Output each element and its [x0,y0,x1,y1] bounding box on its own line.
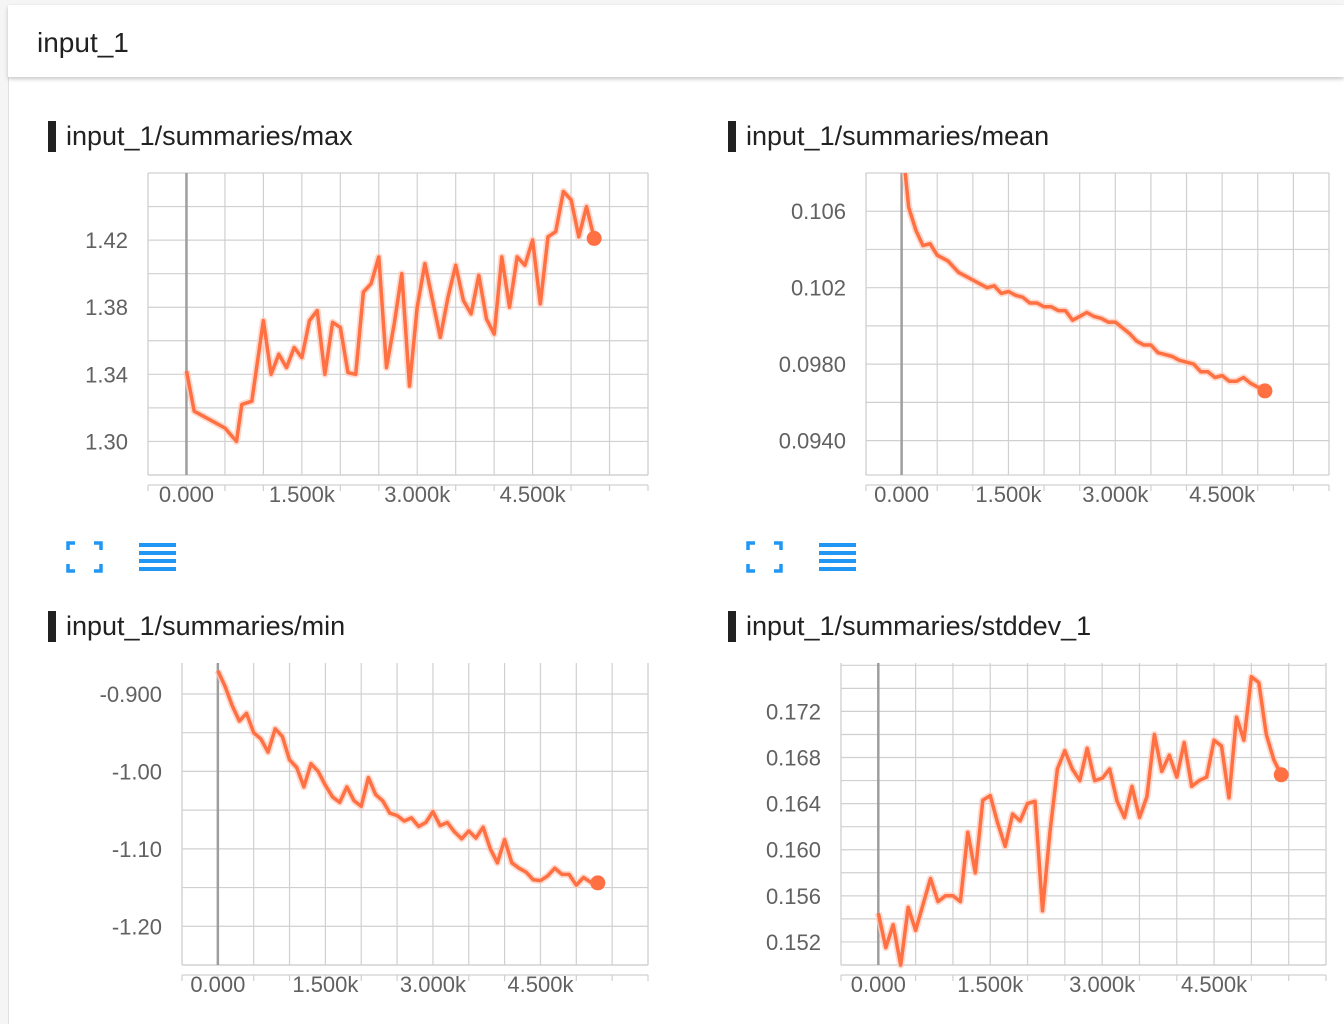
chart-toolbar [746,541,856,573]
chart-card-max: input_1/summaries/max 0.000 1.500k 3.000k 4… [48,119,668,589]
y-tick-label: 0.152 [766,930,821,955]
x-tick-label: 3.000k [1082,482,1149,507]
y-tick-label: -1.20 [112,914,162,939]
y-tick-label: 0.0980 [779,352,846,377]
x-tick-label: 0.000 [874,482,929,507]
line-chart-max[interactable]: 0.000 1.500k 3.000k 4.500k 1.42 1.38 1.34 1.30 [48,165,668,525]
y-tick-label: 0.102 [791,276,846,301]
x-axis-ticks [840,974,1327,981]
x-tick-label: 1.500k [975,482,1042,507]
series-last-point [1273,767,1289,783]
series-line [216,669,598,887]
x-axis-ticks [147,484,649,491]
y-tick-label: -1.10 [112,837,162,862]
x-tick-label: 3.000k [1069,972,1136,997]
x-axis-ticks [865,484,1330,491]
y-tick-label: 1.34 [85,362,128,387]
y-tick-label: 1.38 [85,295,128,320]
x-tick-label: 0.000 [190,972,245,997]
title-bar-mark [48,610,56,642]
y-tick-label: 0.164 [766,792,821,817]
chart-title-text: input_1/summaries/max [66,120,353,151]
chart-title: input_1/summaries/stddev_1 [728,609,1091,643]
charts-pane [8,77,1344,1024]
line-chart-mean[interactable]: 0.000 1.500k 3.000k 4.500k 0.106 0.102 0.0980 0… [728,165,1330,525]
fit-domain-icon[interactable] [746,541,783,573]
chart-toolbar [66,541,176,573]
line-chart-stddev[interactable]: 0.000 1.500k 3.000k 4.500k 0.172 0.168 0.164 0.… [728,655,1328,1015]
raw-series-line [901,172,1267,394]
chart-grid [181,663,649,966]
title-bar-mark [48,120,56,152]
series-last-point [590,875,606,891]
title-bar-mark [728,610,736,642]
series-last-point [1257,383,1273,399]
x-tick-label: 3.000k [384,482,451,507]
chart-title: input_1/summaries/min [48,609,345,643]
x-tick-label: 1.500k [269,482,336,507]
chart-card-min: input_1/summaries/min 0.000 1.500k 3.000k 4… [48,609,668,1019]
line-chart-min[interactable]: 0.000 1.500k 3.000k 4.500k -0.900 -1.00 -1.10 -… [48,655,668,1015]
x-tick-label: 4.500k [1181,972,1248,997]
x-axis-ticks [181,974,649,981]
chart-grid [865,172,1330,476]
x-tick-label: 0.000 [159,482,214,507]
x-tick-label: 4.500k [507,972,574,997]
y-tick-label: 0.168 [766,746,821,771]
chart-title: input_1/summaries/max [48,119,353,153]
series-line [876,675,1283,967]
group-title: input_1 [37,27,129,58]
chart-title-text: input_1/summaries/mean [746,120,1050,151]
y-tick-label: 0.106 [791,199,846,224]
y-tick-label: 0.160 [766,838,821,863]
chart-card-stddev: input_1/summaries/stddev_1 0.000 1.500k 3.… [728,609,1328,1019]
chart-card-mean: input_1/summaries/mean 0.000 1.500k 3.000k… [728,119,1330,589]
chart-title: input_1/summaries/mean [728,119,1049,153]
toggle-log-scale-icon[interactable] [819,541,856,573]
x-tick-label: 0.000 [851,972,906,997]
raw-series-line [874,673,1285,969]
title-bar-mark [728,120,736,152]
toggle-log-scale-icon[interactable] [139,541,176,573]
y-tick-label: 0.172 [766,699,821,724]
y-tick-label: 0.156 [766,884,821,909]
group-header[interactable]: input_1 [8,5,1344,77]
x-tick-label: 1.500k [957,972,1024,997]
series-last-point [586,230,602,246]
chart-title-text: input_1/summaries/min [66,610,346,641]
y-tick-label: 0.0940 [779,429,846,454]
x-tick-label: 4.500k [500,482,567,507]
fit-domain-icon[interactable] [66,541,103,573]
y-tick-label: -0.900 [100,682,162,707]
y-tick-label: 1.30 [85,429,128,454]
y-tick-label: 1.42 [85,228,128,253]
chart-title-text: input_1/summaries/stddev_1 [746,610,1092,641]
series-line [184,189,596,444]
y-tick-label: -1.00 [112,759,162,784]
x-tick-label: 4.500k [1189,482,1256,507]
series-line [903,172,1266,393]
x-tick-label: 3.000k [400,972,467,997]
x-tick-label: 1.500k [292,972,359,997]
